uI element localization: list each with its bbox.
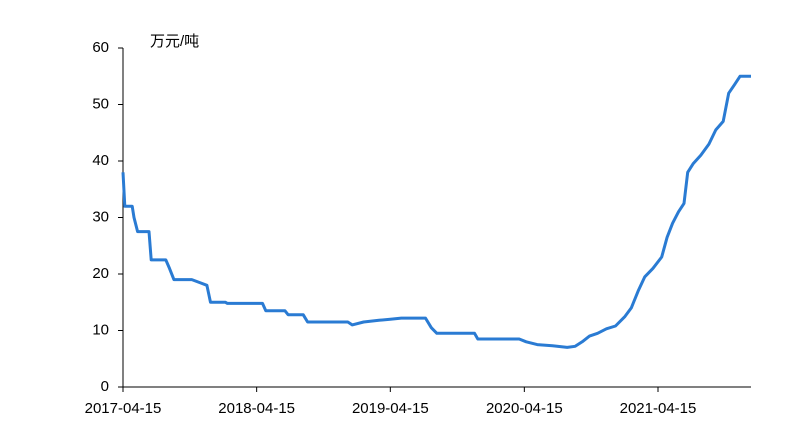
x-tick-label: 2021-04-15 <box>620 400 697 417</box>
line <box>121 74 751 349</box>
y-tick-label: 50 <box>92 95 109 112</box>
x-tick-label: 2017-04-15 <box>85 400 162 417</box>
y-axis-unit: 万元/吨 <box>150 33 199 50</box>
x-tick-label: 2019-04-15 <box>352 400 429 417</box>
y-tick-label: 0 <box>101 378 109 395</box>
y-tick-label: 40 <box>92 152 109 169</box>
x-tick-label: 2020-04-15 <box>486 400 563 417</box>
x-tick-label: 2018-04-15 <box>218 400 295 417</box>
y-tick-label: 10 <box>92 321 109 338</box>
y-tick-label: 20 <box>92 265 109 282</box>
y-tick-label: 60 <box>92 39 109 56</box>
y-tick-label: 30 <box>92 208 109 225</box>
